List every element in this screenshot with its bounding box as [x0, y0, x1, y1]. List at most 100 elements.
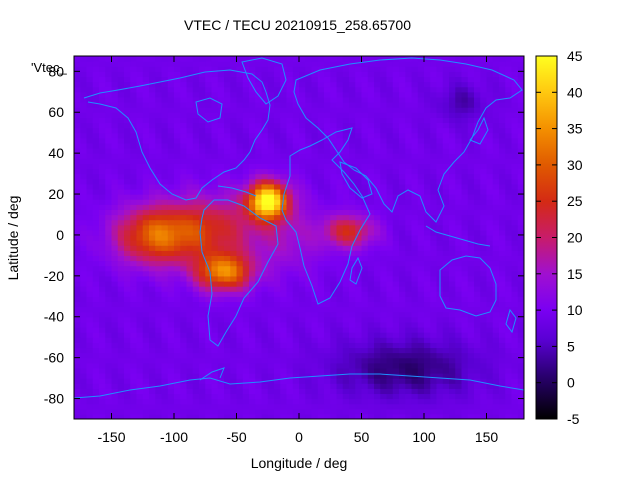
- heatmap-cell: [505, 132, 513, 139]
- heatmap-cell: [330, 153, 338, 159]
- heatmap-cell: [330, 188, 338, 195]
- heatmap-cell: [161, 224, 169, 231]
- heatmap-cell: [199, 275, 206, 282]
- heatmap-cell: [461, 265, 469, 272]
- heatmap-cell: [261, 214, 269, 221]
- heatmap-cell: [267, 296, 275, 303]
- heatmap-cell: [324, 378, 331, 384]
- heatmap-cell: [136, 214, 144, 221]
- heatmap-cell: [180, 240, 188, 246]
- heatmap-cell: [330, 347, 338, 354]
- heatmap-cell: [455, 132, 463, 139]
- heatmap-cell: [317, 117, 325, 124]
- heatmap-cell: [286, 76, 294, 83]
- heatmap-cell: [74, 306, 81, 313]
- heatmap-cell: [217, 260, 225, 267]
- heatmap-cell: [280, 383, 288, 389]
- heatmap-cell: [449, 107, 456, 113]
- heatmap-cell: [136, 306, 144, 313]
- heatmap-cell: [236, 204, 244, 210]
- heatmap-cell: [86, 342, 94, 349]
- heatmap-cell: [242, 178, 250, 185]
- heatmap-cell: [480, 311, 488, 318]
- heatmap-cell: [324, 255, 331, 262]
- heatmap-cell: [511, 204, 519, 210]
- heatmap-cell: [311, 142, 319, 149]
- heatmap-cell: [186, 255, 194, 262]
- heatmap-cell: [417, 408, 425, 415]
- heatmap-cell: [386, 332, 394, 338]
- heatmap-cell: [292, 132, 300, 139]
- heatmap-cell: [436, 234, 444, 241]
- heatmap-cell: [92, 260, 100, 267]
- heatmap-cell: [499, 240, 506, 246]
- heatmap-cell: [299, 81, 306, 88]
- heatmap-cell: [361, 337, 369, 343]
- heatmap-cell: [86, 316, 94, 323]
- heatmap-cell: [480, 362, 488, 369]
- heatmap-cell: [417, 311, 425, 318]
- heatmap-cell: [436, 76, 444, 83]
- heatmap-cell: [180, 199, 188, 205]
- heatmap-cell: [430, 291, 438, 297]
- heatmap-cell: [99, 342, 106, 349]
- heatmap-cell: [374, 183, 381, 190]
- heatmap-cell: [211, 224, 219, 231]
- heatmap-cell: [211, 81, 219, 88]
- heatmap-cell: [124, 183, 131, 190]
- heatmap-cell: [511, 122, 519, 129]
- heatmap-cell: [155, 127, 163, 134]
- heatmap-cell: [474, 306, 481, 313]
- heatmap-cell: [399, 316, 406, 323]
- heatmap-cell: [180, 102, 188, 108]
- heatmap-cell: [99, 321, 106, 328]
- heatmap-cell: [474, 332, 481, 338]
- heatmap-cell: [80, 71, 88, 78]
- heatmap-cell: [324, 408, 331, 415]
- heatmap-cell: [74, 168, 81, 175]
- heatmap-cell: [261, 102, 269, 108]
- heatmap-cell: [517, 393, 524, 400]
- heatmap-cell: [217, 352, 225, 359]
- heatmap-cell: [517, 173, 524, 180]
- heatmap-cell: [424, 398, 431, 405]
- heatmap-cell: [167, 342, 175, 349]
- heatmap-cell: [324, 265, 331, 272]
- heatmap-cell: [436, 296, 444, 303]
- heatmap-cell: [230, 183, 238, 190]
- heatmap-cell: [330, 306, 338, 313]
- heatmap-cell: [236, 275, 244, 282]
- heatmap-cell: [355, 81, 363, 88]
- heatmap-cell: [261, 234, 269, 241]
- heatmap-cell: [305, 199, 313, 205]
- heatmap-cell: [255, 204, 263, 210]
- heatmap-cell: [105, 91, 113, 98]
- heatmap-cell: [111, 403, 119, 410]
- heatmap-cell: [174, 367, 181, 374]
- heatmap-cell: [211, 194, 219, 200]
- heatmap-cell: [324, 96, 331, 103]
- heatmap-cell: [186, 311, 194, 318]
- heatmap-cell: [417, 245, 425, 251]
- heatmap-cell: [336, 204, 344, 210]
- heatmap-cell: [167, 403, 175, 410]
- heatmap-cell: [174, 194, 181, 200]
- heatmap-cell: [142, 107, 150, 113]
- heatmap-cell: [486, 286, 494, 292]
- heatmap-cell: [474, 250, 481, 256]
- heatmap-cell: [461, 173, 469, 180]
- heatmap-cell: [74, 367, 81, 374]
- heatmap-cell: [486, 378, 494, 384]
- heatmap-cell: [155, 137, 163, 144]
- heatmap-cell: [199, 66, 206, 72]
- heatmap-cell: [486, 306, 494, 313]
- heatmap-cell: [405, 163, 413, 170]
- heatmap-cell: [180, 301, 188, 308]
- heatmap-cell: [424, 199, 431, 205]
- heatmap-cell: [349, 137, 356, 144]
- heatmap-cell: [280, 107, 288, 113]
- heatmap-cell: [342, 86, 350, 93]
- heatmap-cell: [492, 163, 500, 170]
- heatmap-cell: [117, 245, 125, 251]
- heatmap-cell: [192, 286, 200, 292]
